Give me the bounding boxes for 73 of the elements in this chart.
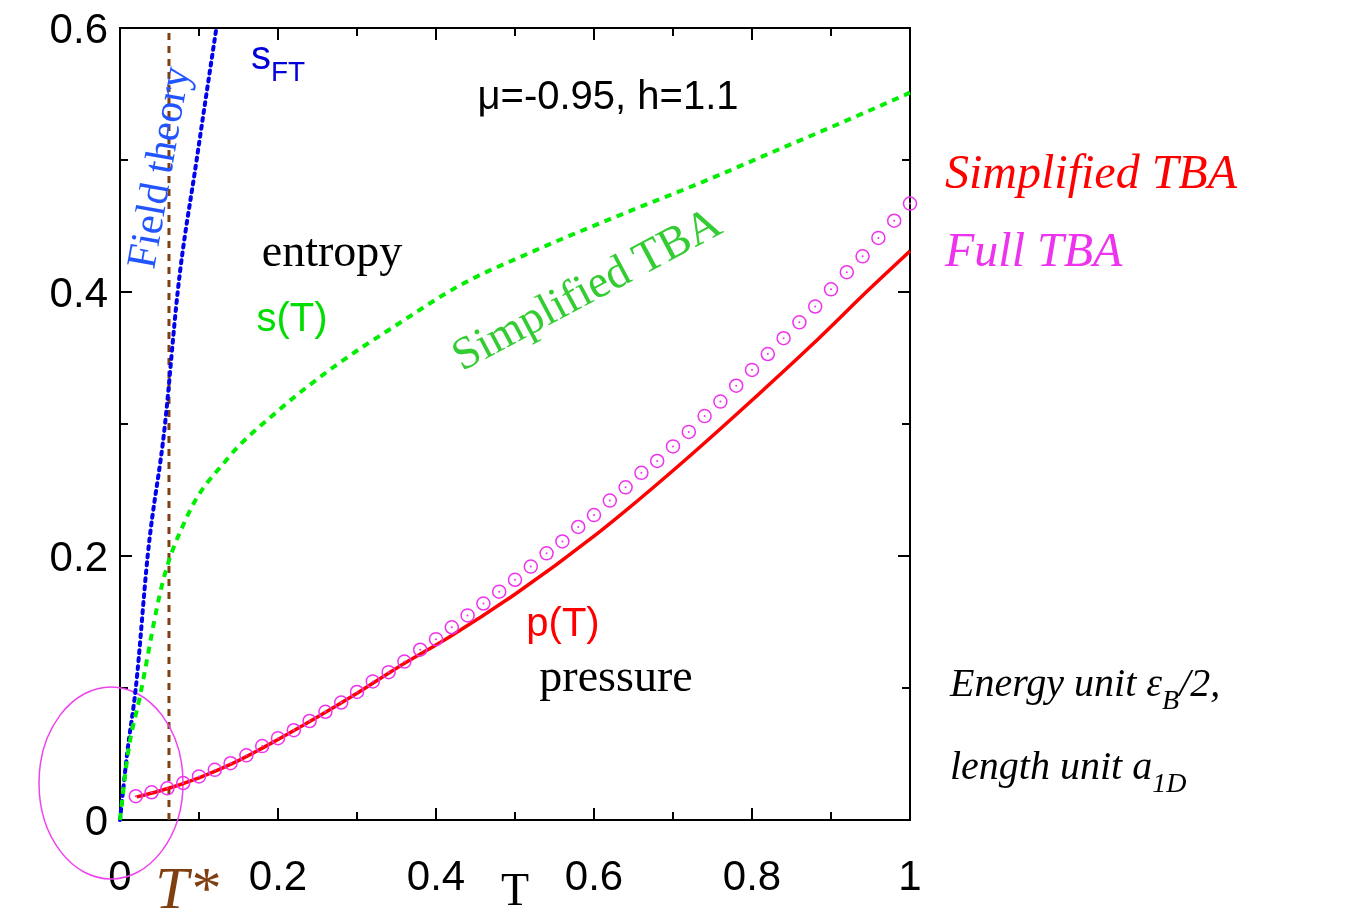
point [618,480,633,495]
point [318,704,333,720]
y-tick-label: 0.2 [49,533,108,580]
x-tick-label: 0.2 [248,852,308,899]
x-axis-title: T [500,864,530,913]
point [428,631,444,647]
point [523,559,539,574]
point [839,264,855,280]
point [697,408,712,424]
point [586,507,602,523]
annotation: s(T) [256,294,328,339]
x-tick-label: 0.8 [722,852,782,899]
annotation: pressure [539,649,693,701]
point [333,695,349,710]
point [713,394,728,409]
point [302,713,317,729]
point [207,762,223,778]
point [855,249,870,264]
point [871,230,886,246]
point [776,330,791,346]
series-label: Full TBA [944,223,1124,276]
ref-line-label: T* [155,855,219,913]
point [160,781,175,796]
point [886,213,902,228]
point [602,493,618,508]
point [681,424,697,440]
text: length unit a$_{1D}$ [950,743,1187,798]
point [286,722,302,738]
point [728,378,744,393]
point [381,664,396,680]
annotation: Field theory [117,62,199,272]
series-label: Simplified TBA [945,145,1238,198]
point [902,196,918,211]
point [349,684,365,700]
point [570,519,586,535]
point [412,642,428,657]
point [175,775,191,791]
point [823,282,839,297]
annotation: s$_{FT}$ [250,32,306,87]
point [539,546,554,561]
point [460,608,475,623]
y-tick-label: 0 [84,797,108,844]
point [507,572,523,588]
point [665,439,681,454]
point [365,674,381,689]
y-tick-label: 0.4 [49,269,108,316]
point [144,785,159,800]
x-tick-label: 0.6 [564,852,624,899]
point [634,465,649,481]
point [649,453,665,469]
point [444,620,460,635]
x-tick-label: 1 [898,852,922,899]
point [128,788,144,804]
point [807,299,823,314]
point [792,315,807,330]
point [555,534,570,549]
annotation: entropy [261,224,403,276]
point [476,596,491,611]
line-series [118,26,219,822]
point [270,730,286,746]
point [223,755,238,771]
y-tick-label: 0.6 [49,5,108,52]
point [397,654,412,669]
point [254,738,270,754]
point [744,362,760,378]
x-tick-label: 0.4 [406,852,466,899]
text: Energy unit ε$_{B}$/2, [949,660,1221,715]
point [239,748,254,763]
point [491,584,507,599]
annotation: p(T) [526,599,600,644]
annotation: μ=-0.95, h=1.1 [477,72,739,117]
point [760,346,776,362]
point [191,769,207,784]
